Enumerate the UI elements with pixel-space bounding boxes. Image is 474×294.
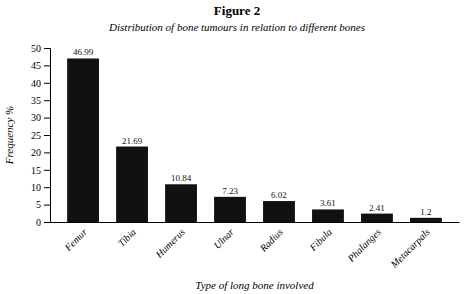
tick: 15 — [31, 165, 50, 176]
chart: Figure 2 Distribution of bone tumours in … — [0, 0, 474, 294]
tick-label: 30 — [31, 112, 41, 123]
tick-label: Fibula — [307, 226, 334, 253]
y-axis: 0 5 10 15 20 25 30 35 40 45 50 — [31, 43, 51, 228]
x-axis: Femur Tibia Humerus Ulnar Radius Fibula Phalan… — [51, 223, 460, 271]
subtitle: Distribution of bone tumours in relation… — [108, 21, 365, 33]
tick-mark — [44, 118, 50, 119]
tick: 5 — [36, 199, 50, 210]
tick-label: 10 — [31, 182, 41, 193]
tick-label: Ulnar — [211, 226, 236, 251]
tick-mark — [44, 83, 50, 84]
tick-mark — [44, 187, 50, 188]
data-label: 1.2 — [420, 207, 431, 217]
bar — [410, 218, 442, 222]
data-label: 46.99 — [73, 47, 94, 57]
bar — [116, 147, 148, 222]
tick-label: Metacarpals — [388, 226, 432, 270]
bar — [361, 214, 393, 222]
tick-label: Tibia — [116, 226, 138, 248]
tick-label: 45 — [31, 60, 41, 71]
tick: 10 — [31, 182, 50, 193]
data-label: 2.41 — [369, 203, 385, 213]
tick: 25 — [31, 130, 50, 141]
tick-mark — [44, 65, 50, 66]
x-axis-title: Type of long bone involved — [195, 279, 314, 291]
tick-label: 0 — [36, 217, 41, 228]
tick-mark — [44, 48, 50, 49]
data-labels: 46.99 21.69 10.84 7.23 6.02 3.61 2.41 1.2 — [73, 47, 432, 216]
tick: Fibula — [307, 226, 334, 253]
plot: 0 5 10 15 20 25 30 35 40 45 50 Femur Tibia Humerus Uln… — [31, 43, 460, 271]
tick-label: Humerus — [153, 226, 187, 260]
tick: 20 — [31, 147, 50, 158]
title: Figure 2 — [214, 3, 260, 18]
tick: 50 — [31, 43, 50, 54]
data-label: 10.84 — [171, 173, 192, 183]
tick-mark — [44, 205, 50, 206]
tick-mark — [44, 100, 50, 101]
tick: Humerus — [153, 226, 187, 260]
data-label: 3.61 — [320, 198, 336, 208]
tick: 0 — [36, 217, 50, 228]
bar — [214, 197, 246, 222]
tick-mark — [44, 135, 50, 136]
tick: 30 — [31, 112, 50, 123]
tick-mark — [44, 170, 50, 171]
tick: Radius — [257, 226, 285, 254]
tick: Tibia — [116, 226, 138, 248]
axis-line — [44, 49, 51, 223]
bar — [312, 209, 344, 222]
tick-mark — [44, 222, 50, 223]
bar — [263, 201, 295, 222]
tick: Ulnar — [211, 226, 236, 251]
axis-line — [51, 222, 460, 223]
tick: Phalanges — [345, 226, 383, 264]
tick: Femur — [62, 226, 89, 253]
tick: Metacarpals — [388, 226, 432, 270]
tick-label: 35 — [31, 95, 41, 106]
bar — [67, 58, 99, 222]
tick-label: 15 — [31, 165, 41, 176]
tick-label: 25 — [31, 130, 41, 141]
tick-label: 5 — [36, 199, 41, 210]
tick-label: Phalanges — [345, 226, 383, 264]
tick-label: Radius — [257, 226, 285, 254]
data-label: 7.23 — [222, 186, 238, 196]
data-label: 21.69 — [122, 136, 143, 146]
tick: 45 — [31, 60, 50, 71]
tick-label: Femur — [62, 226, 89, 253]
tick: 35 — [31, 95, 50, 106]
data-label: 6.02 — [271, 190, 287, 200]
bar — [165, 184, 197, 222]
tick: 40 — [31, 78, 50, 89]
tick-label: 40 — [31, 78, 41, 89]
tick-mark — [44, 152, 50, 153]
tick-label: 20 — [31, 147, 41, 158]
tick-label: 50 — [31, 43, 41, 54]
bars — [67, 58, 442, 222]
y-axis-title: Frequency % — [3, 106, 15, 166]
